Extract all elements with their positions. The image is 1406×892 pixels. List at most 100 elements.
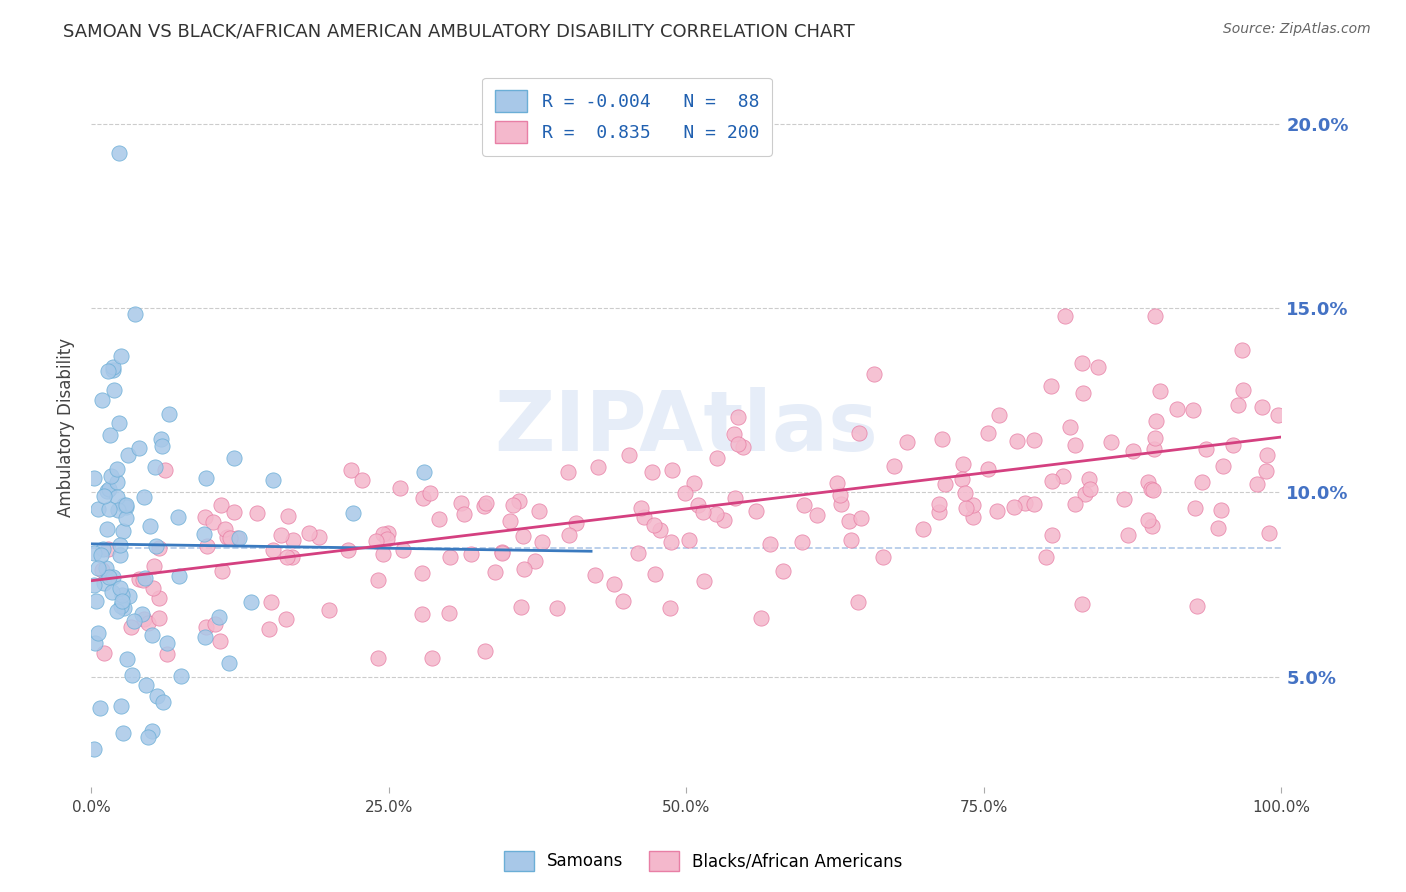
Point [110,349,132,363]
Point [1014,496,1036,510]
Point [1040,379,1063,393]
Point [308,531,330,545]
Point [96,542,118,557]
Point [377,526,399,541]
Point [87,560,110,574]
Point [727,409,749,424]
Point [529,504,551,518]
Point [1166,402,1188,417]
Point [352,473,374,487]
Point [122,614,145,628]
Point [98,482,121,496]
Point [318,602,340,616]
Point [491,544,513,558]
Point [1053,309,1076,323]
Point [228,532,250,546]
Point [912,522,935,536]
Point [111,588,134,602]
Point [110,599,132,614]
Legend: R = -0.004   N =  88, R =  0.835   N = 200: R = -0.004 N = 88, R = 0.835 N = 200 [482,78,772,156]
Point [98,428,121,442]
Point [371,547,394,561]
Point [1005,434,1028,449]
Point [1040,474,1063,488]
Point [713,513,735,527]
Point [83,471,105,485]
Point [692,505,714,519]
Point [209,498,232,512]
Point [91,393,114,408]
Point [101,360,124,375]
Point [105,604,128,618]
Point [1144,432,1167,446]
Point [1143,442,1166,456]
Point [367,574,389,588]
Point [1187,599,1209,614]
Point [830,488,852,502]
Point [259,622,281,636]
Point [1232,384,1254,398]
Point [453,507,475,521]
Point [706,451,728,466]
Point [103,363,125,377]
Point [90,549,112,563]
Point [928,497,950,511]
Point [262,473,284,487]
Point [1024,433,1046,447]
Point [633,509,655,524]
Point [132,491,155,505]
Point [678,533,700,548]
Point [105,462,128,476]
Point [364,534,387,549]
Point [1077,472,1099,486]
Point [1099,435,1122,450]
Point [934,477,956,491]
Point [565,516,588,530]
Point [1222,438,1244,452]
Point [1087,360,1109,375]
Point [1073,487,1095,501]
Point [277,509,299,524]
Point [1144,414,1167,428]
Point [170,669,193,683]
Point [693,574,716,588]
Point [724,491,747,505]
Point [97,569,120,583]
Point [156,636,179,650]
Point [112,601,135,615]
Point [141,723,163,738]
Point [245,506,267,520]
Point [863,367,886,381]
Point [91,563,114,577]
Point [530,535,553,549]
Point [508,494,530,508]
Point [375,532,398,546]
Point [450,496,472,510]
Point [149,432,172,446]
Point [1064,438,1087,452]
Point [194,620,217,634]
Point [263,543,285,558]
Point [474,644,496,658]
Point [928,504,950,518]
Text: Source: ZipAtlas.com: Source: ZipAtlas.com [1223,22,1371,37]
Point [134,572,156,586]
Point [499,514,522,528]
Point [115,498,138,512]
Point [1070,597,1092,611]
Point [239,595,262,609]
Point [749,611,772,625]
Point [1256,449,1278,463]
Point [336,543,359,558]
Point [1195,442,1218,457]
Point [1078,483,1101,497]
Point [723,427,745,442]
Point [156,647,179,661]
Point [1149,384,1171,399]
Point [630,501,652,516]
Point [195,539,218,553]
Point [617,448,640,462]
Point [340,463,363,477]
Point [128,572,150,586]
Point [413,465,436,479]
